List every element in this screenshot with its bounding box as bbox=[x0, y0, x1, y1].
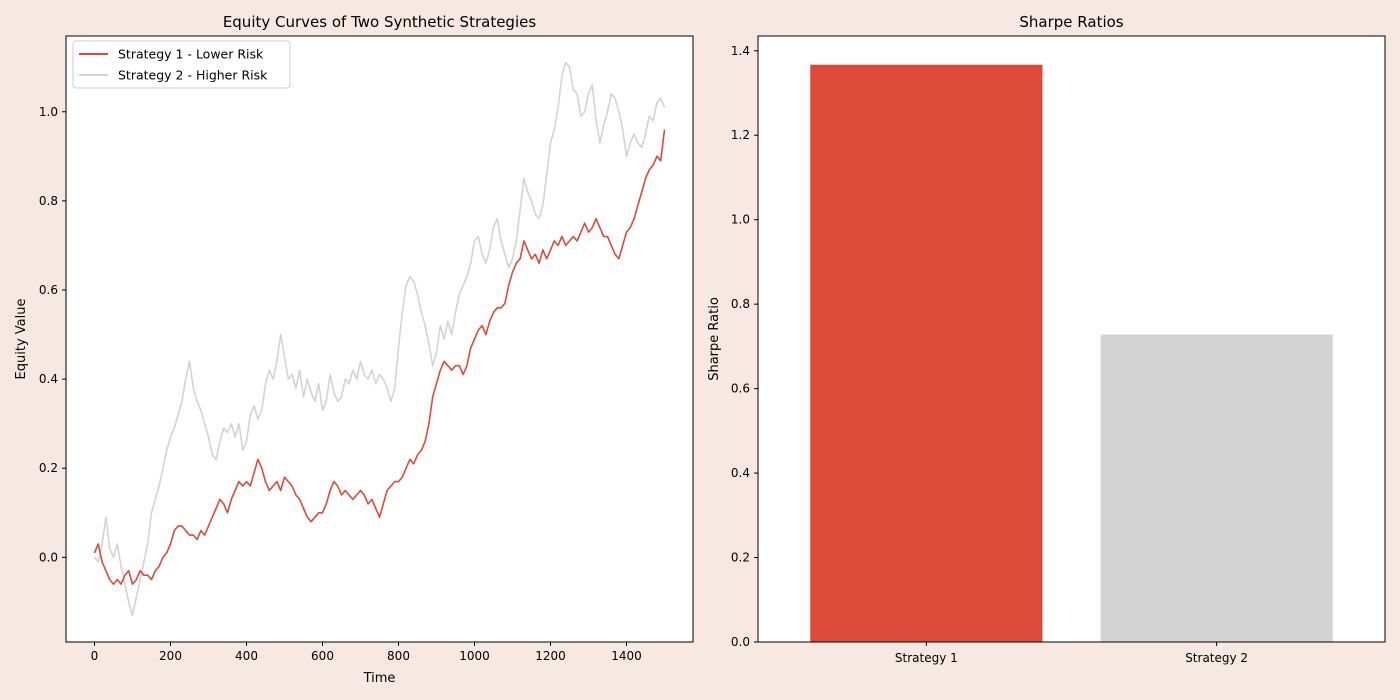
y-tick-label: 0.4 bbox=[731, 466, 750, 480]
x-tick-label: 1400 bbox=[611, 649, 642, 663]
y-tick-label: 1.0 bbox=[731, 213, 750, 227]
legend-label-strategy-1: Strategy 1 - Lower Risk bbox=[118, 47, 264, 62]
series-line-strategy-2 bbox=[93, 61, 666, 617]
y-tick-label: 0.6 bbox=[731, 382, 750, 396]
y-tick-label: 1.0 bbox=[39, 105, 58, 119]
equity-plot-frame bbox=[65, 35, 694, 643]
sharpe-x-ticks: Strategy 1 Strategy 2 bbox=[895, 642, 1248, 665]
y-tick-label: 0.2 bbox=[39, 461, 58, 475]
sharpe-chart-title: Sharpe Ratios bbox=[1019, 13, 1123, 31]
sharpe-bars-group bbox=[810, 64, 1333, 643]
equity-chart-title: Equity Curves of Two Synthetic Strategie… bbox=[223, 13, 537, 31]
sharpe-ratio-chart: Strategy 1 Strategy 2 0.0 0.2 0.4 0.6 0.8 1.0 1… bbox=[707, 13, 1386, 665]
y-tick-label: 0.4 bbox=[39, 372, 58, 386]
x-tick-label: 1000 bbox=[459, 649, 490, 663]
equity-x-axis-label: Time bbox=[363, 671, 396, 686]
x-tick-label: 1200 bbox=[535, 649, 566, 663]
series-line-strategy-1 bbox=[93, 129, 666, 585]
equity-legend: Strategy 1 - Lower Risk Strategy 2 - Hig… bbox=[72, 40, 291, 89]
y-tick-label: 0.0 bbox=[731, 635, 750, 649]
legend-label-strategy-2: Strategy 2 - Higher Risk bbox=[118, 68, 268, 83]
x-tick-label: 800 bbox=[387, 649, 410, 663]
legend-box bbox=[72, 40, 291, 89]
y-tick-label: 0.2 bbox=[731, 551, 750, 565]
equity-x-ticks: 0 200 400 600 800 1000 1200 1400 bbox=[91, 642, 642, 663]
x-tick-label: 400 bbox=[235, 649, 258, 663]
y-tick-label: 0.0 bbox=[39, 550, 58, 564]
y-tick-label: 1.4 bbox=[731, 44, 750, 58]
y-tick-label: 0.6 bbox=[39, 283, 58, 297]
equity-curves-chart: 0 200 400 600 800 1000 1200 1400 0.00.20.40.60.… bbox=[14, 13, 694, 686]
y-tick-label: 0.8 bbox=[731, 297, 750, 311]
y-tick-label: 1.2 bbox=[731, 128, 750, 142]
equity-y-axis-label: Equity Value bbox=[14, 299, 29, 380]
x-tick-label: 600 bbox=[311, 649, 334, 663]
x-tick-label: 200 bbox=[159, 649, 182, 663]
equity-y-ticks: 0.0 0.2 0.4 0.6 0.8 1.0 bbox=[39, 105, 66, 564]
bar-strategy-2 bbox=[1100, 334, 1333, 642]
sharpe-plot-frame bbox=[757, 35, 1386, 643]
bar-strategy-1 bbox=[810, 64, 1043, 643]
x-tick-label: Strategy 2 bbox=[1185, 651, 1248, 665]
y-tick-label: 0.8 bbox=[39, 194, 58, 208]
sharpe-y-axis-label: Sharpe Ratio bbox=[707, 297, 722, 381]
sharpe-y-ticks: 0.0 0.2 0.4 0.6 0.8 1.0 1.2 1.4 bbox=[731, 44, 758, 649]
equity-series-group bbox=[93, 61, 666, 617]
equity-plot-area bbox=[66, 36, 693, 642]
x-tick-label: 0 bbox=[91, 649, 99, 663]
x-tick-label: Strategy 1 bbox=[895, 651, 958, 665]
